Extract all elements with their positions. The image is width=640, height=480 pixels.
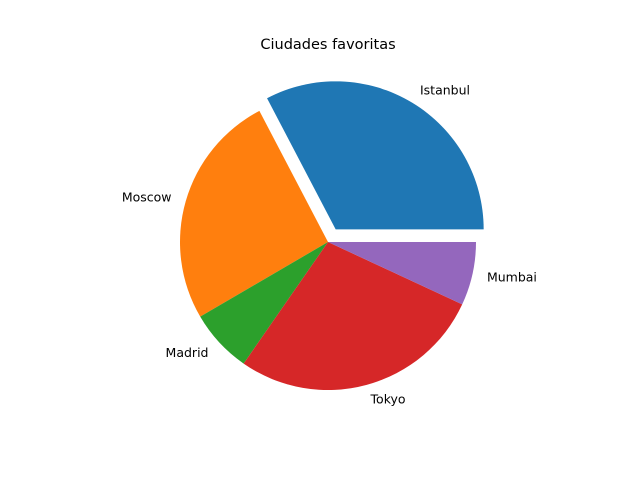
chart-title: Ciudades favoritas <box>260 37 395 53</box>
pie-slice-moscow <box>180 110 328 317</box>
pie-label-madrid: Madrid <box>166 345 209 360</box>
pie-slice-madrid <box>200 242 328 364</box>
pie-slice-mumbai <box>328 242 476 305</box>
pie-labels: Istanbul Moscow Madrid Tokyo Mumbai <box>122 83 537 407</box>
pie-label-mumbai: Mumbai <box>487 270 537 285</box>
pie-slice-tokyo <box>243 242 463 390</box>
pie-slices <box>180 81 484 390</box>
pie-label-istanbul: Istanbul <box>420 83 470 98</box>
pie-label-moscow: Moscow <box>122 190 172 205</box>
pie-label-tokyo: Tokyo <box>370 392 406 407</box>
pie-slice-istanbul <box>267 81 484 230</box>
